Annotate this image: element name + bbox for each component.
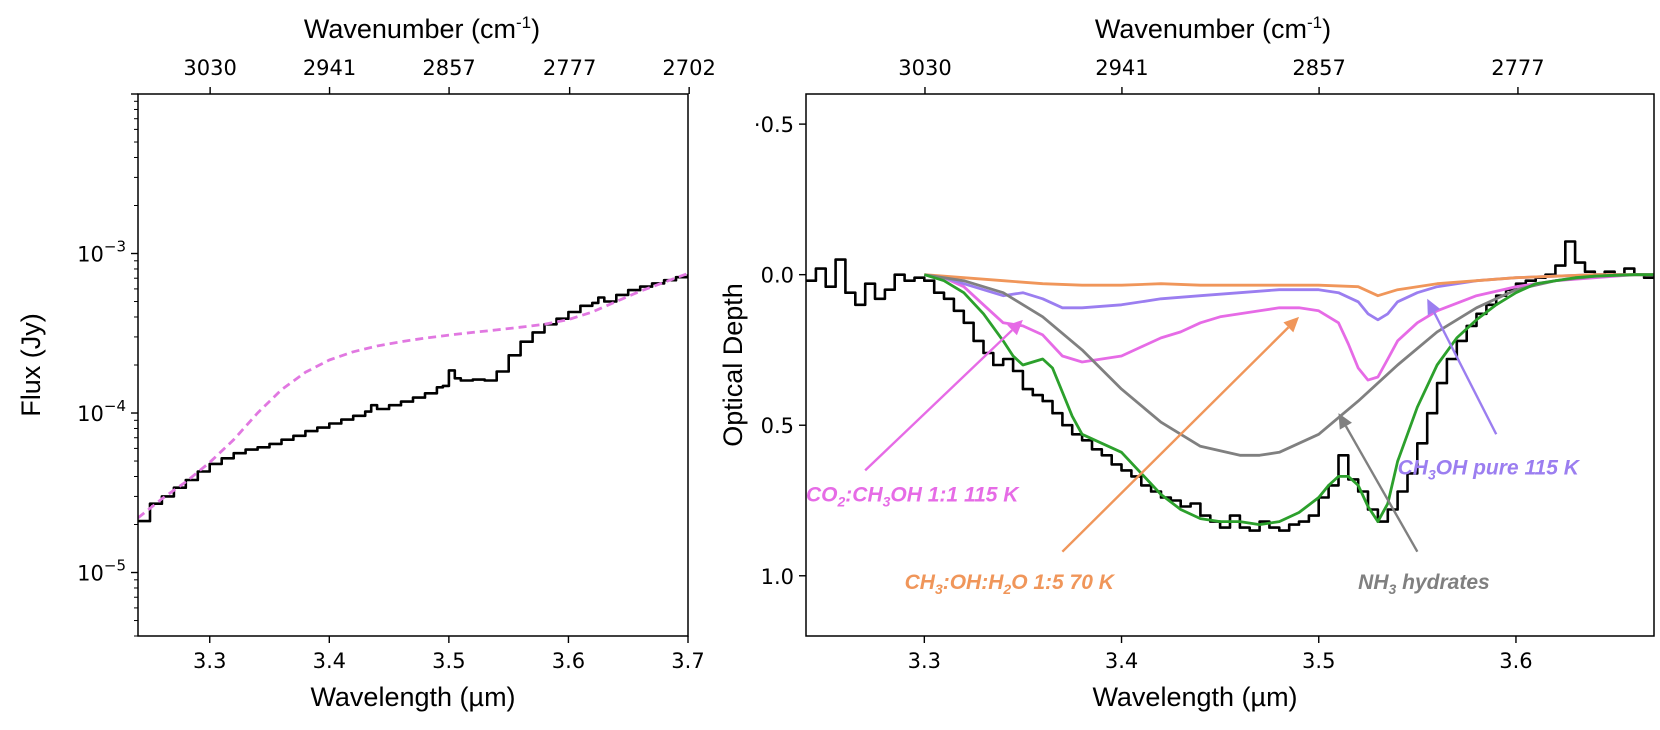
flux-top-tick-label: 2941: [303, 56, 356, 80]
optical-depth-xlabel: Wavelength (µm): [1092, 682, 1297, 712]
annotation-arrowhead-co2-ch3oh: [1007, 319, 1023, 336]
annotation-arrowhead-ch3oh-pure: [1427, 298, 1441, 316]
optical-depth-ytick-label: 0.5: [761, 414, 794, 438]
flux-series-continuum: [138, 272, 688, 519]
flux-xtick-label: 3.7: [671, 649, 704, 673]
annotation-label-nh3: NH3 hydrates: [1358, 571, 1490, 597]
optical-depth-series-co-ch-oh-1-1-115-k: [924, 273, 1654, 382]
flux-axes: 3.3 3.4 3.5 3.6 3.7 3030 2941 2857 2777 2702 10−5 1…: [77, 56, 716, 673]
flux-frame: [137, 93, 689, 637]
annotation-arrowhead-ch3oh-h2o: [1283, 316, 1300, 333]
optical-depth-series: [806, 240, 1654, 532]
optical-depth-frame: [805, 93, 1655, 637]
optical-depth-panel: 3.3 3.4 3.5 3.6 3030 2941 2857 2777 ·0.5 0.0 0.5 1.…: [718, 13, 1655, 712]
flux-top-tick-label: 2857: [422, 56, 475, 80]
optical-depth-ytick-label: ·0.5: [754, 113, 794, 137]
flux-top-tick-label: 2777: [543, 56, 596, 80]
optical-depth-xtick-label: 3.4: [1105, 649, 1138, 673]
optical-depth-top-xlabel: Wavenumber (cm-1): [1095, 13, 1331, 44]
annotation-arrow-ch3oh-h2o: [1061, 326, 1290, 553]
flux-ylabel: Flux (Jy): [16, 313, 46, 417]
annotation-arrowhead-nh3: [1338, 413, 1352, 430]
flux-xtick-label: 3.6: [552, 649, 585, 673]
flux-xtick-label: 3.3: [193, 649, 226, 673]
flux-xtick-label: 3.4: [313, 649, 346, 673]
flux-series: [138, 272, 688, 523]
optical-depth-xtick-label: 3.6: [1499, 649, 1532, 673]
optical-depth-top-tick-label: 3030: [898, 56, 951, 80]
optical-depth-top-tick-label: 2777: [1491, 56, 1544, 80]
optical-depth-ytick-label: 1.0: [761, 565, 794, 589]
flux-ytick-label: 10−5: [77, 557, 126, 586]
annotation-label-ch3oh-h2o: CH3:OH:H2O 1:5 70 K: [905, 571, 1116, 597]
optical-depth-series-total-model: [923, 273, 1654, 526]
flux-ytick-label: 10−4: [77, 397, 126, 426]
optical-depth-annotations: CO2:CH3OH 1:1 115 K CH3:OH:H2O 1:5 70 K NH…: [806, 298, 1581, 597]
flux-top-tick-label: 2702: [662, 56, 715, 80]
flux-ytick-label: 10−3: [77, 238, 126, 267]
annotation-arrow-nh3: [1344, 425, 1419, 553]
optical-depth-series-ch-oh-h-o-1-5-70-k: [924, 273, 1654, 298]
optical-depth-ytick-label: 0.0: [761, 264, 794, 288]
annotation-label-ch3oh-pure: CH3OH pure 115 K: [1398, 456, 1581, 482]
optical-depth-ylabel: Optical Depth: [718, 283, 748, 447]
optical-depth-axes: 3.3 3.4 3.5 3.6 3030 2941 2857 2777 ·0.5 0.0 0.5 1.…: [754, 56, 1545, 673]
optical-depth-xtick-label: 3.3: [908, 649, 941, 673]
flux-top-xlabel: Wavenumber (cm-1): [304, 13, 540, 44]
flux-panel: 3.3 3.4 3.5 3.6 3.7 3030 2941 2857 2777 2702 10−5 1…: [16, 13, 716, 712]
flux-xtick-label: 3.5: [432, 649, 465, 673]
flux-top-tick-label: 3030: [183, 56, 236, 80]
optical-depth-top-tick-label: 2941: [1095, 56, 1148, 80]
annotation-arrow-ch3oh-pure: [1432, 311, 1498, 435]
annotation-arrow-co2-ch3oh: [864, 329, 1013, 472]
optical-depth-series-nh-hydrates: [924, 273, 1654, 457]
optical-depth-top-tick-label: 2857: [1292, 56, 1345, 80]
optical-depth-xtick-label: 3.5: [1302, 649, 1335, 673]
annotation-label-co2-ch3oh: CO2:CH3OH 1:1 115 K: [806, 483, 1020, 509]
flux-xlabel: Wavelength (µm): [310, 682, 515, 712]
flux-series-observed: [138, 274, 688, 523]
